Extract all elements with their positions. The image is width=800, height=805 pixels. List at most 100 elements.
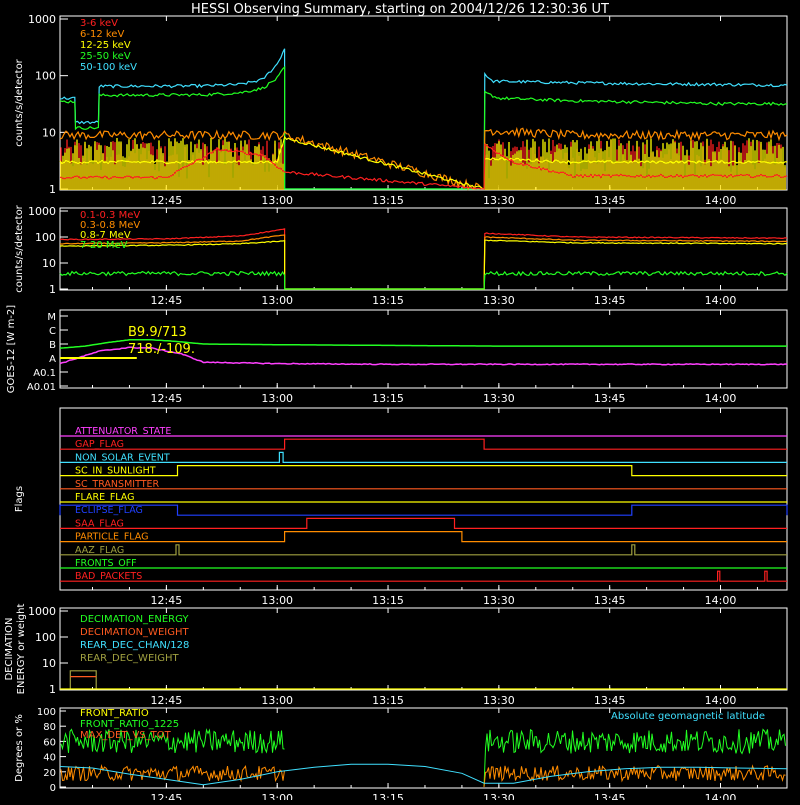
panel3-y-tick-label: A0.01 (27, 382, 56, 393)
panel6-legend-entry: FRONT_RATIO_1225 (80, 719, 179, 730)
panel1-y-tick-label: 1000 (28, 13, 56, 26)
panel6-x-tick-label: 13:30 (483, 792, 515, 800)
panel5-y-tick-label: 1000 (28, 605, 56, 618)
panel2-y-tick-label: 100 (35, 231, 56, 244)
panel4-x-tick-label: 13:45 (594, 594, 626, 607)
panel3-x-tick-label: 13:00 (261, 392, 293, 405)
panel6-x-tick-label: 13:00 (261, 792, 293, 800)
panel4-flag-trace-particle-flag (60, 531, 787, 543)
panel3-frame (59, 309, 788, 389)
panel6-series-front-ratio-1225 (60, 728, 786, 788)
panel4-flag-trace-gap-flag (60, 438, 787, 450)
panel4-flag-label-fronts-off: FRONTS_OFF (75, 558, 137, 569)
panel4-flag-label-non-solar-event: NON_SOLAR_EVENT (75, 452, 170, 463)
panel3-x-tick-label: 13:30 (483, 392, 515, 405)
panel1-series-6-12-kev (59, 126, 788, 191)
panel4-flag-trace-saa-flag (60, 517, 787, 529)
panel4-flag-label-flare-flag: FLARE_FLAG (75, 492, 135, 503)
panel4-flag-trace-eclipse-flag (59, 504, 788, 516)
panel4-frame (59, 407, 788, 591)
panel6-frame (59, 707, 788, 789)
panel6-y-tick-label: 60 (43, 737, 56, 748)
panel4-flag-trace-non-solar-event (60, 451, 787, 463)
panel3-annotation-long: B9.9/713 (128, 325, 187, 340)
panel6-x-tick-label: 14:00 (705, 792, 737, 800)
panel2-x-tick-label: 13:00 (261, 294, 293, 307)
panel1-x-tick-label: 13:30 (483, 194, 515, 207)
panel3-y-tick-label: A0.1 (33, 368, 56, 379)
panel2-x-tick-label: 12:45 (151, 294, 183, 307)
panel2-x-tick-label: 13:30 (483, 294, 515, 307)
panel4-y-axis-label: Flags (14, 486, 25, 512)
panel4-flag-trace-aaz-flag (60, 544, 787, 556)
panel5-legend-entry: DECIMATION_ENERGY (80, 614, 189, 625)
panel6-legend-entry: MAX_DET_VS_TOT (80, 730, 172, 741)
panel5-y-tick-label: 1 (49, 683, 56, 696)
panel5-legend-entry: REAR_DEC_CHAN/128 (80, 640, 189, 651)
panel4-flag-label-aaz-flag: AAZ_FLAG (75, 545, 124, 556)
panel5-x-tick-label: 14:00 (705, 694, 737, 707)
panel5-x-tick-label: 12:45 (151, 694, 183, 707)
panel1-series-12-25-kev (59, 135, 788, 190)
panel5-legend-entry: REAR_DEC_WEIGHT (80, 653, 179, 664)
panel3-series-short (59, 346, 788, 366)
panel6-y-tick-label: 100 (37, 707, 56, 718)
panel6-y-tick-label: 80 (43, 722, 56, 733)
panel6-annotation: Absolute geomagnetic latitude (611, 711, 765, 722)
panel1-x-tick-label: 12:45 (151, 194, 183, 207)
panel1-frame (59, 15, 788, 191)
panel3-y-tick-label: B (49, 340, 56, 351)
panel2-x-tick-label: 14:00 (705, 294, 737, 307)
panel1-legend-entry: 25-50 keV (80, 51, 131, 62)
panel3-y-tick-label: A (49, 354, 56, 365)
panel2-legend-entry: 0.3-0.8 MeV (80, 220, 140, 231)
panel6-y-tick-label: 40 (43, 753, 56, 764)
panel1-legend-entry: 6-12 keV (80, 29, 124, 40)
panel3-x-tick-label: 14:00 (705, 392, 737, 405)
panel1-x-tick-label: 13:45 (594, 194, 626, 207)
panel5-y-tick-label: 10 (42, 657, 56, 670)
panel1-legend-entry: 3-6 keV (80, 18, 118, 29)
panel2-y-tick-label: 10 (42, 257, 56, 270)
panel3-x-tick-label: 12:45 (151, 392, 183, 405)
panel4-x-tick-label: 13:15 (372, 594, 404, 607)
plot-title: HESSI Observing Summary, starting on 200… (191, 2, 609, 17)
panel6-y-axis-label: Degrees or % (14, 714, 25, 782)
panel6-y-tick-label: 20 (43, 768, 56, 779)
panel1-legend-entry: 12-25 keV (80, 40, 131, 51)
panel4-x-tick-label: 14:00 (705, 594, 737, 607)
panel4-x-tick-label: 13:30 (483, 594, 515, 607)
panel4-x-tick-label: 13:00 (261, 594, 293, 607)
panel5-frame (59, 607, 788, 691)
panel2-legend-entry: 0.1-0.3 MeV (80, 210, 140, 221)
panel1-spikes-yellow (60, 137, 786, 190)
panel4-flag-label-bad-packets: BAD_PACKETS (75, 571, 142, 582)
panel5-y-tick-label: 100 (35, 631, 56, 644)
panel3-y-tick-label: M (47, 312, 56, 323)
panel5-y-axis-label-1: DECIMATION (4, 617, 15, 680)
panel1-legend-entry: 50-100 keV (80, 62, 137, 73)
panel2-y-axis-label: counts/s/detector (14, 204, 25, 292)
panel4-flag-label-gap-flag: GAP_FLAG (75, 439, 124, 450)
panel6-legend-entry: FRONT_RATIO (80, 708, 149, 719)
panel5-x-tick-label: 13:15 (372, 694, 404, 707)
panel1-y-tick-label: 1 (49, 183, 56, 196)
panel1-x-tick-label: 13:15 (372, 194, 404, 207)
panel4-flag-trace-sc-in-sunlight (60, 465, 787, 477)
panel2-frame (59, 207, 788, 291)
panel4-flag-label-attenuator-state: ATTENUATOR_STATE (75, 426, 171, 437)
panel5-series-rear-dec-weight (69, 670, 97, 689)
panel6-series-geomagnetic-latitude (59, 763, 788, 786)
panel1-x-tick-label: 14:00 (705, 194, 737, 207)
panel1-series-25-50-kev (59, 65, 788, 190)
panel4-x-tick-label: 12:45 (151, 594, 183, 607)
panel3-annotation-short: 718./-109. (128, 342, 195, 357)
panel4-flag-label-sc-transmitter: SC_TRANSMITTER (75, 479, 160, 490)
panel3-y-tick-label: C (49, 326, 56, 337)
panel2-x-tick-label: 13:45 (594, 294, 626, 307)
panel4-flag-label-saa-flag: SAA_FLAG (75, 518, 124, 529)
panel5-x-tick-label: 13:30 (483, 694, 515, 707)
panel3-x-tick-label: 13:45 (594, 392, 626, 405)
